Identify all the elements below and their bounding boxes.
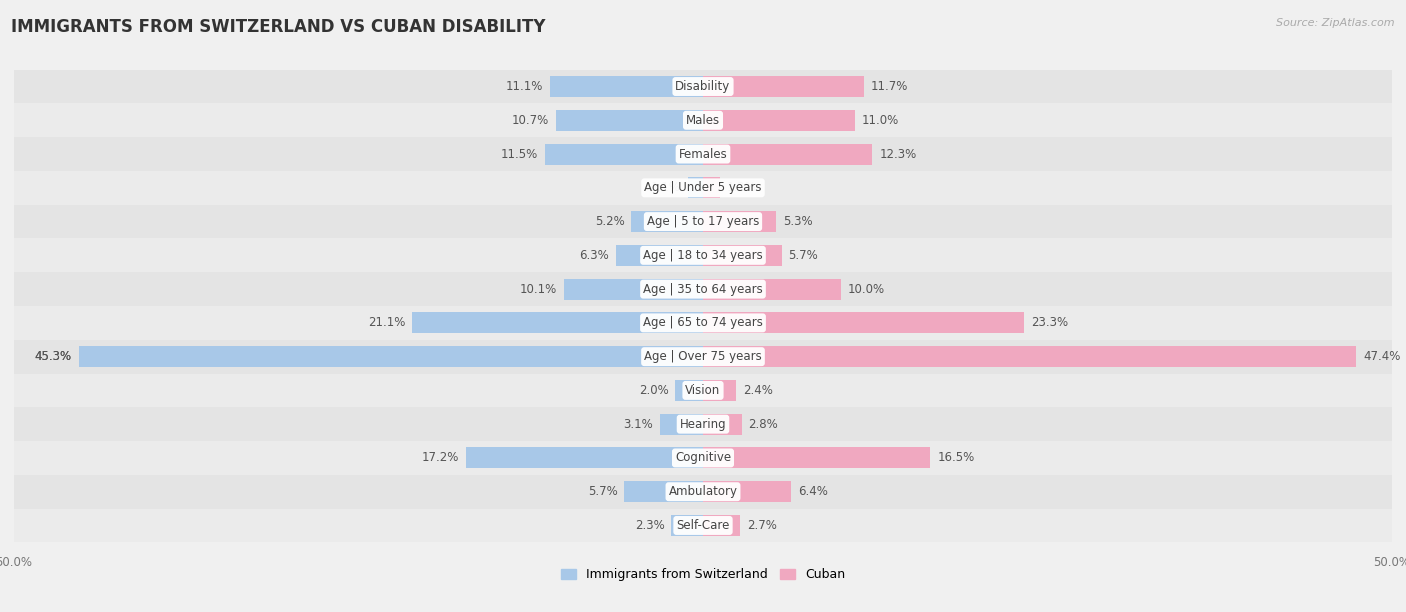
Bar <box>703 245 782 266</box>
Bar <box>14 408 1392 441</box>
Text: 11.7%: 11.7% <box>872 80 908 93</box>
Text: 6.4%: 6.4% <box>799 485 828 498</box>
Bar <box>616 245 703 266</box>
Bar <box>703 76 865 97</box>
Bar <box>703 447 931 468</box>
Text: 23.3%: 23.3% <box>1031 316 1069 329</box>
Text: 11.0%: 11.0% <box>862 114 898 127</box>
Text: Self-Care: Self-Care <box>676 519 730 532</box>
Legend: Immigrants from Switzerland, Cuban: Immigrants from Switzerland, Cuban <box>555 563 851 586</box>
Bar <box>631 211 703 232</box>
Text: Age | 5 to 17 years: Age | 5 to 17 years <box>647 215 759 228</box>
Bar <box>703 481 792 502</box>
Bar <box>14 441 1392 475</box>
Bar <box>14 239 1392 272</box>
Bar <box>14 373 1392 408</box>
Bar <box>703 414 741 435</box>
Text: 45.3%: 45.3% <box>35 350 72 363</box>
Bar <box>624 481 703 502</box>
Text: Males: Males <box>686 114 720 127</box>
Bar <box>14 103 1392 137</box>
Text: Hearing: Hearing <box>679 417 727 431</box>
Bar <box>675 380 703 401</box>
Bar <box>564 278 703 300</box>
Text: 1.2%: 1.2% <box>727 181 756 195</box>
Bar <box>465 447 703 468</box>
Bar <box>14 340 1392 373</box>
Text: 47.4%: 47.4% <box>1362 350 1400 363</box>
Bar <box>703 144 873 165</box>
Text: 16.5%: 16.5% <box>938 452 974 465</box>
Bar <box>550 76 703 97</box>
Text: 6.3%: 6.3% <box>579 249 609 262</box>
Text: 11.5%: 11.5% <box>501 147 537 160</box>
Text: Ambulatory: Ambulatory <box>668 485 738 498</box>
Text: 10.1%: 10.1% <box>520 283 557 296</box>
Text: 2.0%: 2.0% <box>638 384 669 397</box>
Bar <box>14 171 1392 204</box>
Bar <box>703 346 1357 367</box>
Text: 2.3%: 2.3% <box>634 519 665 532</box>
Bar <box>703 110 855 131</box>
Bar <box>703 515 740 536</box>
Text: 5.2%: 5.2% <box>595 215 624 228</box>
Text: Age | Over 75 years: Age | Over 75 years <box>644 350 762 363</box>
Text: Cognitive: Cognitive <box>675 452 731 465</box>
Bar <box>555 110 703 131</box>
Bar <box>14 306 1392 340</box>
Text: 10.7%: 10.7% <box>512 114 548 127</box>
Text: Age | Under 5 years: Age | Under 5 years <box>644 181 762 195</box>
Text: Age | 35 to 64 years: Age | 35 to 64 years <box>643 283 763 296</box>
Text: 5.7%: 5.7% <box>789 249 818 262</box>
Bar <box>14 272 1392 306</box>
Bar <box>14 475 1392 509</box>
Text: 2.8%: 2.8% <box>748 417 778 431</box>
Bar <box>79 346 703 367</box>
Bar <box>14 509 1392 542</box>
Bar <box>661 414 703 435</box>
Text: Age | 18 to 34 years: Age | 18 to 34 years <box>643 249 763 262</box>
Text: 2.4%: 2.4% <box>742 384 773 397</box>
Text: Age | 65 to 74 years: Age | 65 to 74 years <box>643 316 763 329</box>
Bar <box>14 70 1392 103</box>
Text: 2.7%: 2.7% <box>747 519 778 532</box>
Bar <box>703 211 776 232</box>
Bar <box>703 312 1024 334</box>
Text: 1.1%: 1.1% <box>651 181 681 195</box>
Text: Vision: Vision <box>685 384 721 397</box>
Bar <box>14 137 1392 171</box>
Bar <box>544 144 703 165</box>
Text: 3.1%: 3.1% <box>624 417 654 431</box>
Text: IMMIGRANTS FROM SWITZERLAND VS CUBAN DISABILITY: IMMIGRANTS FROM SWITZERLAND VS CUBAN DIS… <box>11 18 546 36</box>
Bar <box>688 177 703 198</box>
Bar <box>703 278 841 300</box>
Text: 45.3%: 45.3% <box>35 350 72 363</box>
Text: 5.3%: 5.3% <box>783 215 813 228</box>
Text: 21.1%: 21.1% <box>368 316 405 329</box>
Bar <box>703 380 737 401</box>
Bar <box>703 177 720 198</box>
Bar <box>412 312 703 334</box>
Bar <box>671 515 703 536</box>
Text: Females: Females <box>679 147 727 160</box>
Text: 10.0%: 10.0% <box>848 283 884 296</box>
Text: Source: ZipAtlas.com: Source: ZipAtlas.com <box>1277 18 1395 28</box>
Text: 12.3%: 12.3% <box>879 147 917 160</box>
Text: 11.1%: 11.1% <box>506 80 543 93</box>
Text: 5.7%: 5.7% <box>588 485 617 498</box>
Bar <box>14 204 1392 239</box>
Text: 17.2%: 17.2% <box>422 452 460 465</box>
Text: Disability: Disability <box>675 80 731 93</box>
